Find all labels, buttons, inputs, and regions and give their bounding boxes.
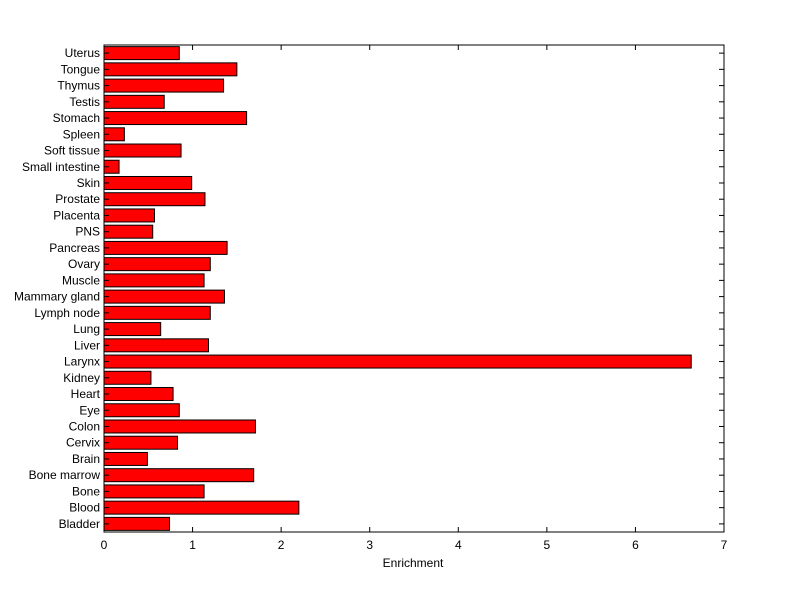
bar-bone-marrow	[103, 468, 255, 483]
y-tick-label: Placenta	[53, 208, 100, 222]
bar-lymph-node	[103, 305, 211, 320]
bar-stomach	[103, 111, 248, 126]
y-tick-label: Cervix	[66, 436, 100, 450]
y-tick-label: Colon	[69, 419, 100, 433]
bar-eye	[103, 403, 180, 418]
y-tick-label: Pancreas	[49, 241, 100, 255]
y-tick-label: Bone marrow	[29, 468, 101, 482]
y-tick-label: Muscle	[62, 273, 100, 287]
bar-pancreas	[103, 240, 228, 255]
plot-area	[104, 45, 724, 532]
bar-tongue	[103, 62, 238, 77]
bar-larynx	[103, 354, 692, 369]
bar-bladder	[103, 516, 171, 531]
bar-prostate	[103, 192, 206, 207]
y-tick-label: Testis	[69, 95, 100, 109]
bar-uterus	[103, 46, 180, 61]
x-tick-label: 0	[101, 538, 108, 552]
y-tick-label: Spleen	[63, 127, 100, 141]
y-tick-label: Liver	[74, 338, 100, 352]
y-tick-label: Prostate	[55, 192, 100, 206]
y-tick-label: Heart	[71, 387, 101, 401]
x-tick-label: 3	[366, 538, 373, 552]
bar-kidney	[103, 370, 152, 385]
bar-skin	[103, 175, 193, 190]
y-tick-label: Larynx	[64, 355, 100, 369]
y-tick-label: Kidney	[63, 371, 100, 385]
bar-bone	[103, 484, 205, 499]
ticks-group	[103, 45, 725, 532]
bar-pns	[103, 224, 154, 239]
x-tick-label: 5	[544, 538, 551, 552]
bar-lung	[103, 322, 162, 337]
x-tick-label: 6	[632, 538, 639, 552]
bar-colon	[103, 419, 256, 434]
plot-frame	[103, 44, 725, 533]
y-tick-label: Skin	[77, 176, 100, 190]
bar-liver	[103, 338, 210, 353]
y-tick-label: PNS	[75, 225, 100, 239]
y-tick-label: Ovary	[68, 257, 100, 271]
x-tick-label: 2	[278, 538, 285, 552]
bar-heart	[103, 387, 174, 402]
y-tick-label: Stomach	[53, 111, 100, 125]
y-tick-label: Lymph node	[34, 306, 100, 320]
bar-muscle	[103, 273, 205, 288]
y-tick-label: Blood	[69, 501, 100, 515]
x-tick-label: 1	[189, 538, 196, 552]
y-tick-label: Mammary gland	[14, 290, 100, 304]
bar-blood	[103, 500, 300, 515]
y-tick-label: Eye	[79, 403, 100, 417]
y-tick-label: Lung	[73, 322, 100, 336]
x-tick-label: 7	[721, 538, 728, 552]
bar-ovary	[103, 257, 211, 272]
y-tick-label: Brain	[72, 452, 100, 466]
y-tick-label: Bladder	[59, 517, 100, 531]
y-tick-label: Soft tissue	[44, 144, 100, 158]
y-tick-label: Bone	[72, 484, 100, 498]
y-tick-label: Thymus	[57, 79, 100, 93]
x-axis-label: Enrichment	[383, 556, 444, 570]
x-tick-labels: 0 1 2 3 4 5 6 7	[101, 538, 728, 552]
bar-soft-tissue	[103, 143, 182, 158]
y-tick-label: Uterus	[65, 46, 100, 60]
bar-placenta	[103, 208, 155, 223]
x-tick-label: 4	[455, 538, 462, 552]
bar-mammary-gland	[103, 289, 225, 304]
y-tick-labels: Bladder Blood Bone Bone marrow Brain Cervix Co…	[14, 46, 101, 531]
bar-thymus	[103, 78, 225, 93]
y-tick-label: Tongue	[61, 62, 101, 76]
bar-testis	[103, 94, 165, 109]
bar-brain	[103, 451, 148, 466]
y-tick-label: Small intestine	[22, 160, 100, 174]
bar-cervix	[103, 435, 179, 450]
